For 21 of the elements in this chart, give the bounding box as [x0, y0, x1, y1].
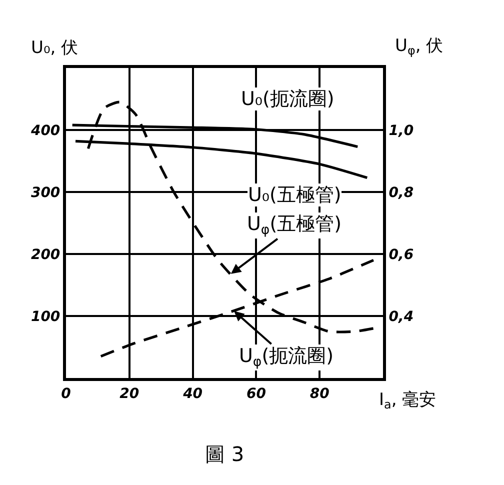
x-tick-label: 60 — [246, 386, 266, 402]
y2-tick-label: 0,8 — [388, 184, 414, 201]
y-axis-title: U₀, 伏 — [31, 38, 78, 58]
y-tick-label: 300 — [30, 184, 60, 201]
x-tick-label: 0 — [61, 386, 72, 402]
annotation: U₀(扼流圈) — [241, 88, 334, 110]
x-axis-title: I$_{a}$, 毫安 — [379, 390, 436, 412]
y2-tick-label: 1,0 — [388, 122, 414, 139]
annotation: U₀(五極管) — [248, 184, 342, 206]
y2-tick-label: 0,4 — [388, 308, 414, 325]
caption: 圖 3 — [205, 442, 244, 466]
y2-tick-label: 0,6 — [388, 246, 414, 263]
y-tick-label: 200 — [30, 246, 60, 263]
y-tick-label: 400 — [30, 122, 60, 139]
annotation: U$_{φ}$(五極管) — [247, 213, 342, 238]
y-tick-label: 100 — [30, 308, 60, 325]
y2-axis-title: U$_{φ}$, 伏 — [395, 36, 444, 58]
x-tick-label: 80 — [310, 386, 330, 402]
x-tick-label: 40 — [182, 386, 203, 402]
x-tick-label: 20 — [120, 386, 140, 402]
annotation: U$_{φ}$(扼流圈) — [239, 345, 334, 370]
